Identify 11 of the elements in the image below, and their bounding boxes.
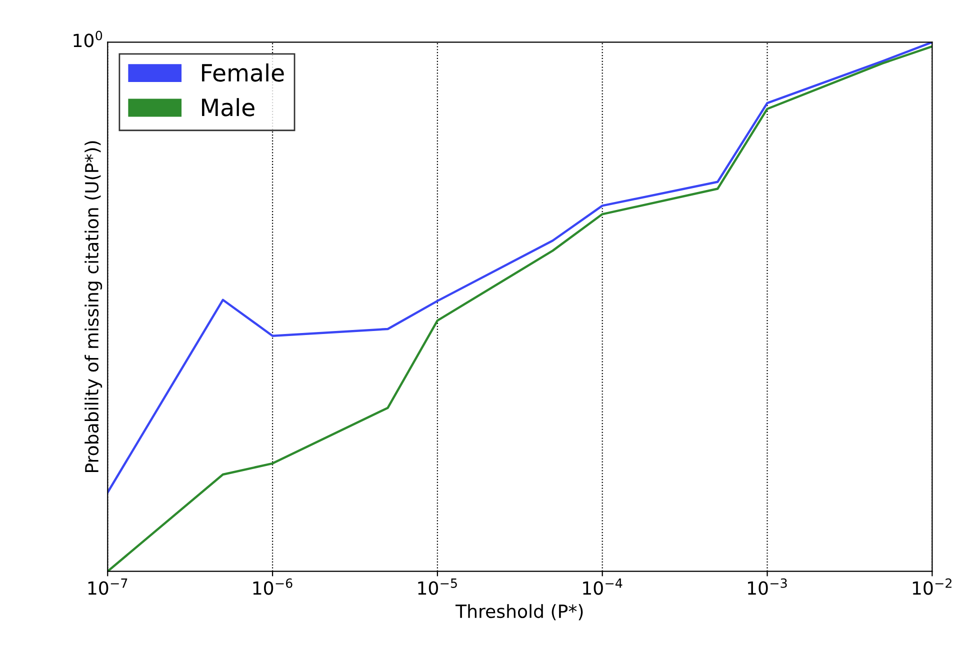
x-tick-label: 10$^{−3}$ xyxy=(748,578,787,595)
x-tick-label: 10$^{−5}$ xyxy=(418,578,457,595)
text: 10$^{0}$ xyxy=(74,30,102,48)
x-tick-label: 10$^{−6}$ xyxy=(253,578,292,595)
x-tick-label: 10$^{−7}$ xyxy=(88,578,128,595)
y-axis-title: Probability of missing citation (U(P*)) xyxy=(84,141,102,472)
x-tick-label: 10$^{−4}$ xyxy=(583,578,622,595)
legend-label: Male xyxy=(202,98,254,116)
x-axis-title: Threshold (P*) xyxy=(455,604,583,620)
legend-label: Female xyxy=(202,63,284,82)
x-tick-label: 10$^{−2}$ xyxy=(912,578,952,595)
